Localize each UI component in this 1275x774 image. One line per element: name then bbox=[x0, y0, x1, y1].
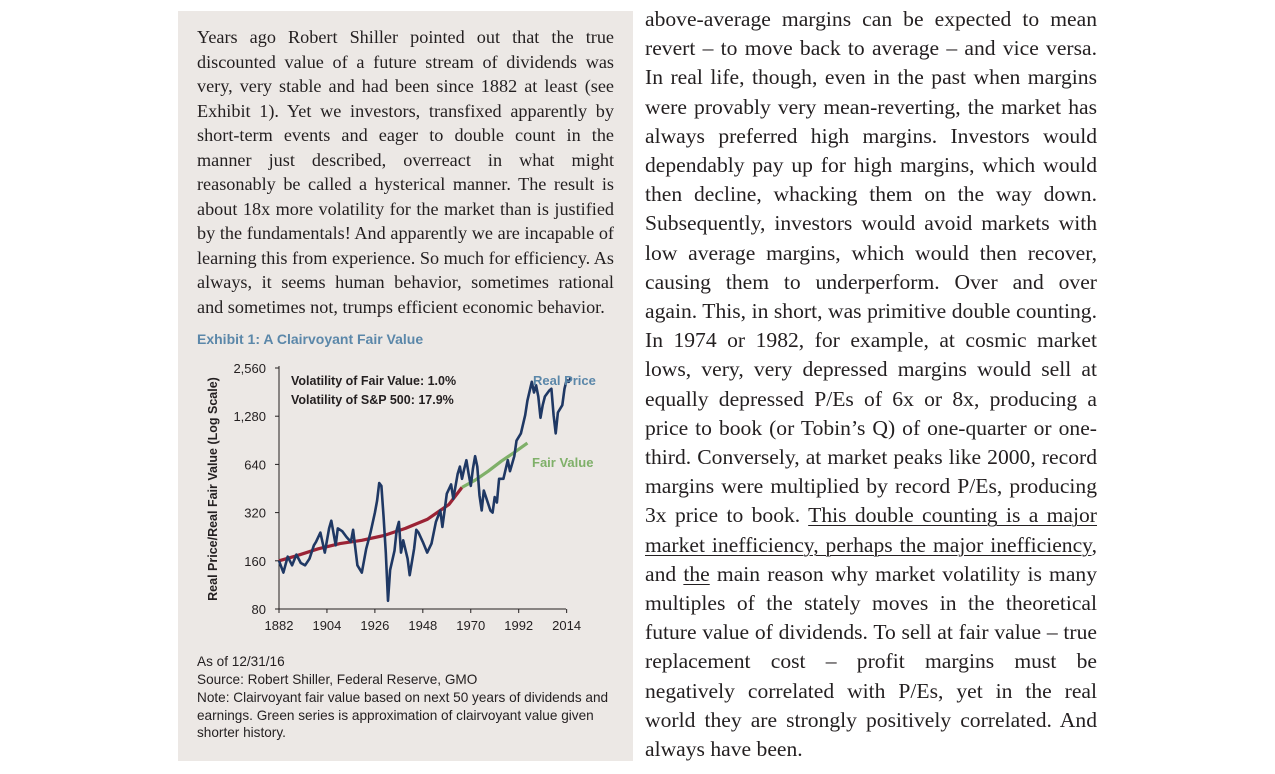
x-tick-label: 1926 bbox=[360, 618, 389, 633]
sidebar-paragraph: Years ago Robert Shiller pointed out tha… bbox=[197, 27, 614, 317]
x-tick-label: 1992 bbox=[504, 618, 533, 633]
chart-series bbox=[277, 376, 573, 603]
y-tick-label: 2,560 bbox=[233, 361, 266, 376]
chart-axes bbox=[275, 366, 568, 613]
chart-labels: 80 160 320 640 1,280 2,560 1882 1904 1926 1948 197… bbox=[206, 361, 596, 633]
y-tick-label: 80 bbox=[252, 602, 266, 617]
series-line-1 bbox=[278, 486, 464, 563]
x-tick-label: 1904 bbox=[312, 618, 341, 633]
chart-note: Note: Clairvoyant fair value based on ne… bbox=[197, 690, 609, 741]
chart-as-of: As of 12/31/16 bbox=[197, 654, 285, 669]
annotation-sp500-volatility: Volatility of S&P 500: 17.9% bbox=[291, 393, 454, 407]
underlined-phrase-2: the bbox=[683, 561, 710, 586]
legend-fair-value: Fair Value bbox=[532, 455, 593, 470]
y-tick-label: 1,280 bbox=[233, 409, 266, 424]
underlined-phrase-1: This double counting is a major market i… bbox=[645, 503, 1097, 557]
series-line-0 bbox=[277, 376, 573, 603]
annotation-fair-value-volatility: Volatility of Fair Value: 1.0% bbox=[291, 374, 456, 388]
x-tick-label: 1970 bbox=[456, 618, 485, 633]
chart-source: Source: Robert Shiller, Federal Reserve,… bbox=[197, 672, 478, 687]
series-line-2 bbox=[461, 441, 529, 489]
y-axis-label: Real Price/Real Fair Value (Log Scale) bbox=[206, 377, 220, 601]
main-text-part-2: , and bbox=[645, 532, 1097, 586]
main-text-part-1: above-average margins can be expected to… bbox=[645, 7, 1097, 528]
main-text-part-3: main reason why market volatility is man… bbox=[645, 561, 1098, 762]
y-tick-label: 320 bbox=[244, 506, 266, 521]
main-body-text: above-average margins can be expected to… bbox=[645, 5, 1097, 764]
x-tick-label: 2014 bbox=[552, 618, 581, 633]
x-tick-label: 1882 bbox=[265, 618, 294, 633]
exhibit-title: Exhibit 1: A Clairvoyant Fair Value bbox=[197, 331, 424, 347]
exhibit-sidebar: Years ago Robert Shiller pointed out tha… bbox=[178, 11, 633, 761]
y-tick-label: 640 bbox=[244, 457, 266, 472]
chart: 80 160 320 640 1,280 2,560 1882 1904 1926 1948 197… bbox=[206, 361, 596, 633]
legend-real-price: Real Price bbox=[533, 373, 596, 388]
x-tick-label: 1948 bbox=[408, 618, 437, 633]
y-tick-label: 160 bbox=[244, 554, 266, 569]
